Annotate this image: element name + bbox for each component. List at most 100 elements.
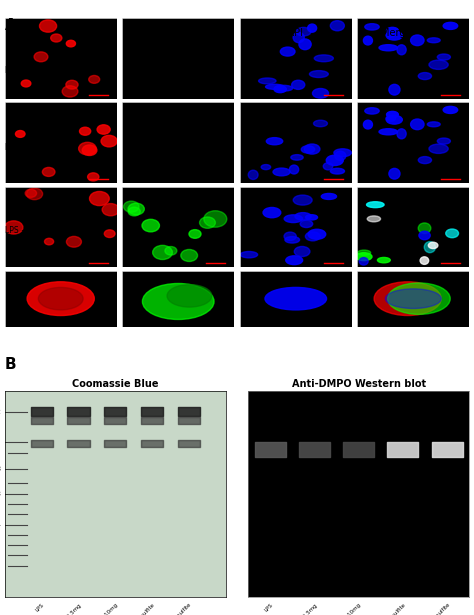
Circle shape (66, 40, 75, 47)
Ellipse shape (420, 257, 428, 264)
Ellipse shape (419, 231, 430, 240)
Text: LPS + DMPO 10mg + (bi)sulfite: LPS + DMPO 10mg + (bi)sulfite (386, 603, 451, 615)
Ellipse shape (293, 195, 312, 205)
Ellipse shape (296, 27, 311, 36)
Ellipse shape (366, 202, 384, 208)
Ellipse shape (365, 23, 379, 30)
Circle shape (27, 188, 43, 200)
Circle shape (66, 236, 82, 247)
Circle shape (82, 145, 97, 156)
Ellipse shape (410, 35, 424, 46)
Text: DMPO: DMPO (173, 28, 202, 38)
Text: MPO: MPO (72, 28, 94, 38)
Text: LPS + DMPO 5mg: LPS + DMPO 5mg (280, 603, 318, 615)
Ellipse shape (335, 151, 346, 161)
Ellipse shape (293, 33, 304, 42)
Ellipse shape (301, 146, 315, 153)
Ellipse shape (367, 216, 381, 222)
Circle shape (104, 230, 115, 237)
Circle shape (25, 189, 36, 197)
Ellipse shape (418, 73, 431, 79)
Ellipse shape (261, 165, 271, 170)
Ellipse shape (321, 194, 337, 199)
Ellipse shape (427, 38, 440, 43)
Ellipse shape (397, 129, 406, 139)
Ellipse shape (310, 71, 328, 77)
Text: LPS + DMPO 5mg + (bi)sulfite: LPS + DMPO 5mg + (bi)sulfite (93, 603, 156, 615)
Ellipse shape (263, 207, 281, 218)
Circle shape (80, 127, 91, 135)
Ellipse shape (314, 55, 333, 62)
Ellipse shape (295, 213, 311, 220)
Text: LPS + DMPO 5mg: LPS + DMPO 5mg (44, 603, 82, 615)
Circle shape (153, 245, 173, 260)
Text: 49: 49 (0, 439, 1, 445)
Ellipse shape (359, 258, 368, 265)
Ellipse shape (356, 253, 372, 261)
Circle shape (128, 207, 140, 216)
Text: 62: 62 (0, 408, 1, 415)
Ellipse shape (284, 232, 296, 240)
Ellipse shape (304, 144, 320, 154)
Circle shape (388, 283, 450, 314)
Ellipse shape (274, 85, 286, 93)
Ellipse shape (364, 36, 373, 45)
Circle shape (89, 76, 100, 84)
Ellipse shape (410, 119, 424, 130)
Text: LPS + DMPO 10mg + (bi)sulfite: LPS + DMPO 10mg + (bi)sulfite (128, 603, 192, 615)
Text: LPS (no DMPO): LPS (no DMPO) (5, 66, 62, 75)
Ellipse shape (330, 169, 345, 174)
Text: LPS + DMPO 10mg: LPS + DMPO 10mg (322, 603, 362, 615)
Text: Merge: Merge (381, 28, 411, 38)
Ellipse shape (305, 232, 320, 241)
Circle shape (5, 221, 23, 234)
Circle shape (189, 229, 201, 238)
Text: LPS: LPS (35, 603, 45, 613)
Circle shape (34, 52, 48, 62)
Ellipse shape (266, 138, 283, 145)
Ellipse shape (285, 237, 300, 243)
Circle shape (66, 81, 78, 89)
Ellipse shape (312, 89, 328, 98)
Ellipse shape (273, 168, 290, 176)
Circle shape (88, 173, 99, 181)
Ellipse shape (291, 154, 303, 160)
Ellipse shape (424, 242, 436, 253)
Ellipse shape (357, 250, 371, 255)
Title: Anti-DMPO Western blot: Anti-DMPO Western blot (292, 379, 426, 389)
Ellipse shape (299, 39, 311, 50)
Circle shape (90, 191, 109, 205)
Ellipse shape (306, 215, 318, 220)
Circle shape (204, 211, 227, 227)
Ellipse shape (389, 84, 400, 95)
Ellipse shape (265, 287, 327, 310)
Circle shape (38, 287, 83, 310)
Circle shape (165, 247, 177, 255)
Ellipse shape (389, 169, 400, 179)
Ellipse shape (334, 149, 351, 157)
Ellipse shape (280, 47, 295, 56)
Ellipse shape (386, 31, 402, 40)
Ellipse shape (240, 252, 258, 258)
Ellipse shape (397, 45, 406, 55)
Ellipse shape (300, 220, 313, 228)
Ellipse shape (258, 78, 276, 84)
Ellipse shape (386, 116, 402, 124)
Circle shape (97, 125, 110, 134)
Ellipse shape (294, 247, 310, 256)
Ellipse shape (292, 80, 305, 89)
Ellipse shape (364, 120, 373, 129)
Ellipse shape (308, 24, 317, 32)
Ellipse shape (248, 170, 258, 180)
Circle shape (124, 201, 139, 212)
Text: LPS + DMPO 10mg: LPS + DMPO 10mg (79, 603, 119, 615)
Ellipse shape (365, 108, 379, 114)
Circle shape (200, 217, 215, 228)
Text: LPS +DMPO+(Bi)sulfite: LPS +DMPO+(Bi)sulfite (5, 226, 94, 235)
Ellipse shape (438, 138, 450, 144)
Ellipse shape (438, 54, 450, 60)
Circle shape (62, 85, 78, 97)
Text: LPS: LPS (263, 603, 273, 613)
Circle shape (167, 285, 212, 307)
Ellipse shape (386, 116, 395, 121)
